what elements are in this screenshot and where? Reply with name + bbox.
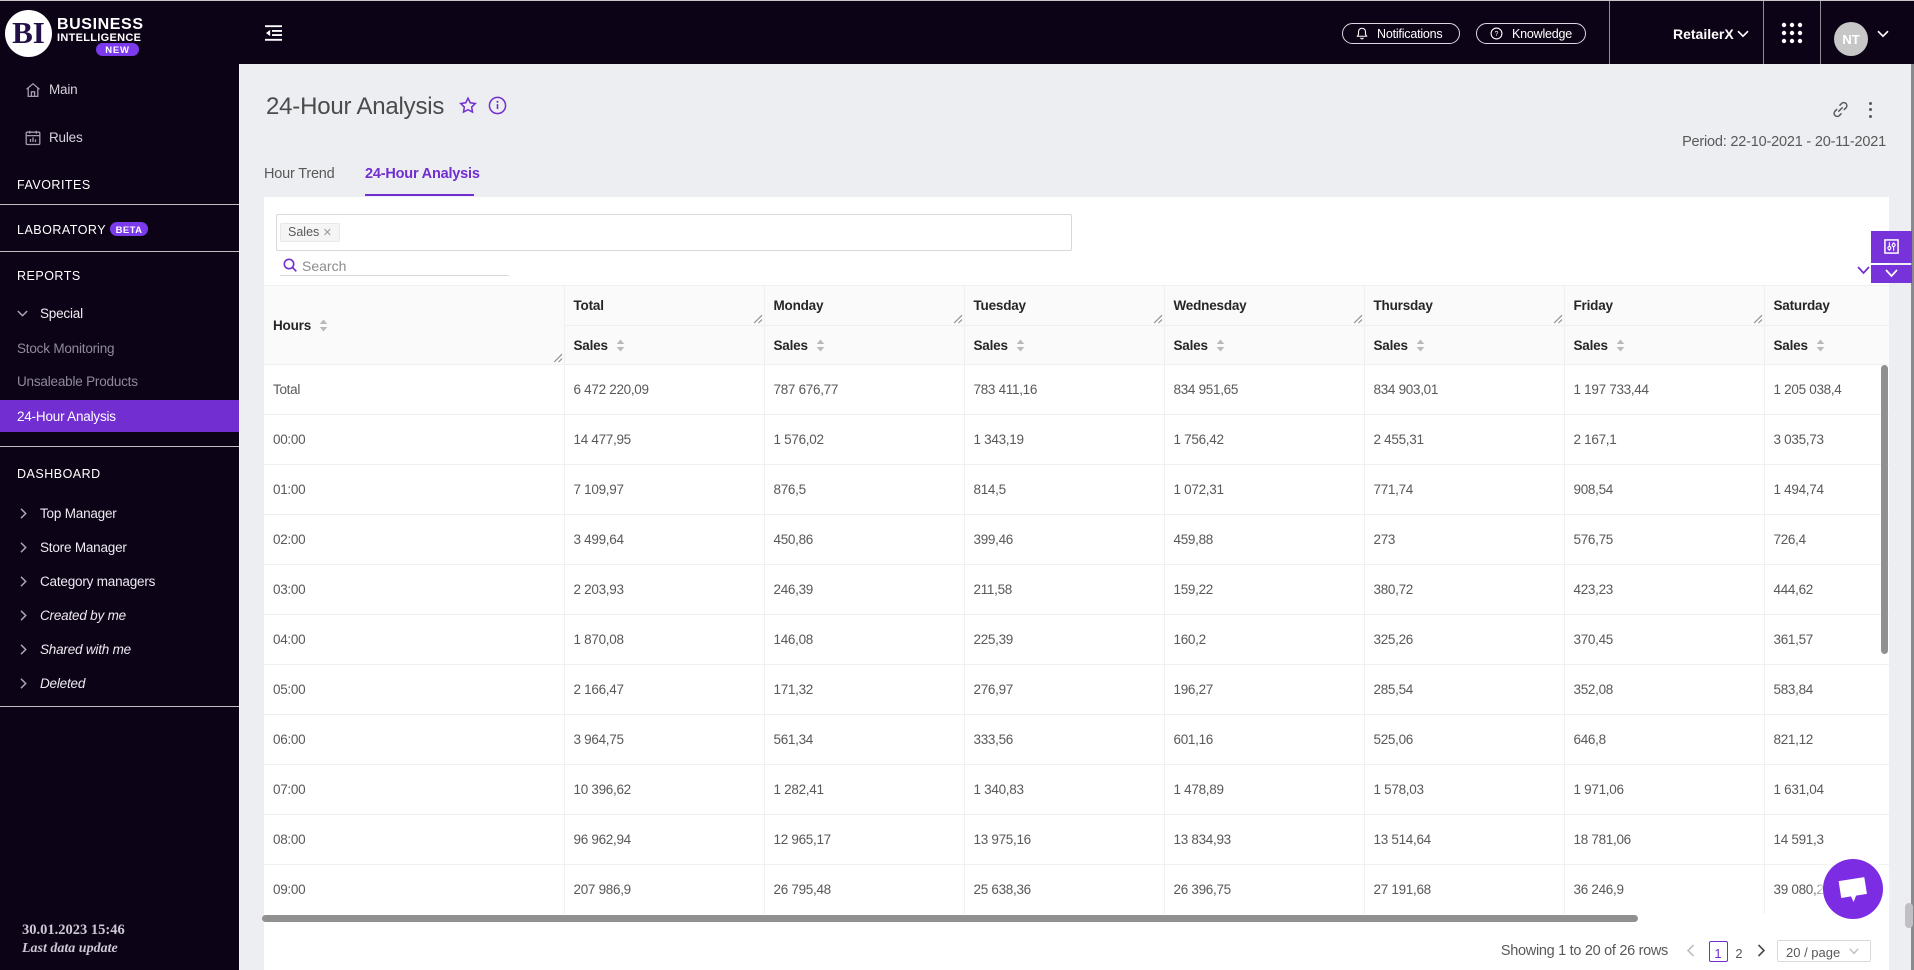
svg-text:?: ? bbox=[1495, 31, 1499, 38]
